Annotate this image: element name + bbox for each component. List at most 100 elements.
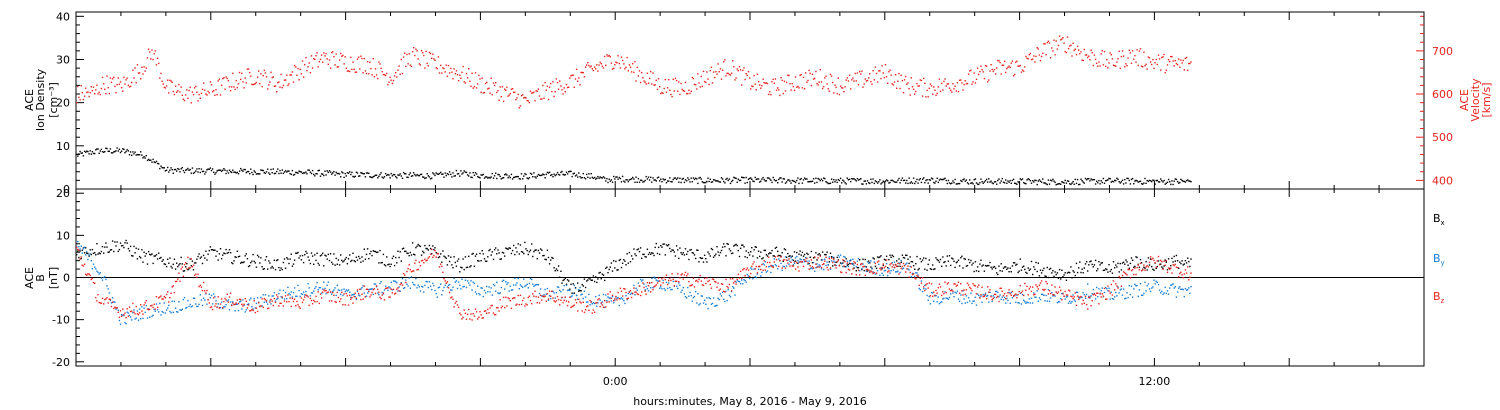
- data-point: [455, 280, 458, 282]
- data-point: [599, 271, 601, 274]
- data-point: [897, 262, 899, 265]
- data-point: [783, 259, 786, 261]
- data-point: [481, 317, 483, 319]
- data-point: [309, 171, 312, 173]
- data-point: [560, 291, 562, 293]
- data-point: [158, 62, 160, 65]
- data-point: [965, 289, 968, 291]
- data-point: [887, 274, 889, 277]
- data-point: [670, 180, 672, 183]
- data-point: [365, 288, 368, 290]
- data-point: [657, 280, 660, 282]
- data-point: [290, 173, 292, 176]
- data-point: [437, 173, 440, 175]
- data-point: [741, 244, 743, 246]
- data-point: [954, 266, 956, 269]
- data-point: [377, 77, 379, 80]
- data-point: [259, 83, 261, 85]
- data-point: [635, 287, 637, 289]
- data-point: [1172, 183, 1174, 186]
- data-point: [305, 171, 307, 173]
- data-point: [646, 248, 649, 250]
- data-point: [522, 299, 524, 302]
- data-point: [889, 181, 891, 184]
- data-point: [575, 294, 578, 297]
- data-point: [371, 254, 373, 257]
- data-point: [680, 252, 682, 254]
- data-point: [919, 258, 921, 260]
- data-point: [937, 296, 939, 298]
- data-point: [999, 182, 1001, 184]
- data-point: [305, 294, 307, 296]
- data-point: [531, 243, 533, 245]
- data-point: [579, 301, 581, 303]
- data-point: [836, 261, 838, 263]
- y-tick-label: 20: [56, 187, 70, 200]
- data-point: [326, 258, 328, 260]
- data-point: [524, 173, 526, 175]
- data-point: [969, 286, 971, 289]
- data-point: [1073, 49, 1075, 52]
- data-point: [355, 297, 358, 299]
- data-point: [420, 50, 423, 52]
- data-point: [105, 242, 107, 244]
- data-point: [1173, 180, 1175, 182]
- data-point: [456, 173, 459, 175]
- data-point: [828, 258, 830, 260]
- data-point: [1032, 58, 1034, 60]
- data-point: [244, 311, 246, 313]
- data-point: [1112, 298, 1115, 300]
- data-point: [989, 70, 991, 72]
- data-point: [188, 267, 190, 269]
- data-point: [958, 79, 961, 81]
- data-point: [802, 265, 805, 268]
- data-point: [261, 305, 263, 307]
- data-point: [249, 299, 251, 301]
- data-point: [424, 258, 426, 260]
- data-point: [967, 297, 970, 299]
- data-point: [793, 261, 796, 263]
- data-point: [728, 294, 731, 297]
- data-point: [293, 259, 296, 261]
- data-point: [868, 269, 870, 271]
- data-point: [661, 246, 663, 248]
- data-point: [279, 289, 281, 291]
- data-point: [736, 244, 738, 247]
- data-point: [496, 281, 498, 283]
- data-point: [465, 318, 468, 320]
- data-point: [457, 306, 460, 308]
- data-point: [613, 302, 615, 304]
- data-point: [477, 83, 479, 85]
- data-point: [598, 297, 600, 300]
- data-point: [427, 286, 429, 289]
- data-point: [126, 308, 128, 310]
- data-point: [526, 177, 528, 179]
- data-point: [971, 181, 973, 184]
- data-point: [527, 253, 529, 256]
- data-point: [1028, 54, 1030, 56]
- data-point: [1155, 58, 1157, 61]
- data-point: [319, 255, 322, 257]
- data-point: [597, 302, 599, 304]
- data-point: [744, 256, 746, 258]
- data-point: [1016, 183, 1018, 185]
- data-point: [1005, 266, 1007, 268]
- data-point: [1166, 269, 1169, 271]
- data-point: [223, 77, 225, 79]
- data-point: [842, 265, 844, 268]
- data-point: [641, 179, 643, 182]
- data-point: [1014, 182, 1016, 184]
- data-point: [90, 86, 92, 88]
- data-point: [1120, 269, 1123, 271]
- data-point: [985, 178, 988, 181]
- data-point: [605, 64, 607, 66]
- data-point: [536, 258, 538, 260]
- data-point: [329, 291, 332, 293]
- data-point: [621, 262, 624, 264]
- data-point: [1180, 178, 1182, 181]
- data-point: [620, 181, 623, 183]
- data-point: [278, 172, 280, 175]
- data-point: [724, 300, 726, 303]
- data-point: [492, 258, 495, 261]
- data-point: [645, 256, 647, 258]
